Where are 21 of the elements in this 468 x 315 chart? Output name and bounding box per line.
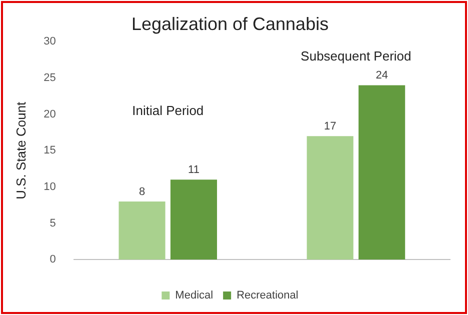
y-tick-label: 15 [44,144,56,157]
annotation: Initial Period [132,102,204,118]
data-label: 17 [324,120,336,133]
bar [118,201,166,260]
annotation: Subsequent Period [300,48,412,64]
bar [358,85,406,260]
data-label: 8 [138,186,146,198]
y-tick-label: 5 [50,217,56,230]
bar [170,180,218,260]
data-label: 24 [376,70,388,82]
y-tick-label: 10 [44,180,56,193]
y-tick-label: 0 [50,254,56,266]
data-label: 11 [188,164,200,176]
bar [306,136,354,260]
chart-title: Legalization of Cannabis [131,14,329,34]
y-tick-label: 30 [44,36,56,48]
y-axis-title: U.S. State Count [13,101,28,200]
legend-label: Recreational [236,290,298,302]
legend-label: Medical [175,290,214,302]
y-tick-label: 20 [44,108,56,120]
y-tick-label: 25 [44,72,56,84]
